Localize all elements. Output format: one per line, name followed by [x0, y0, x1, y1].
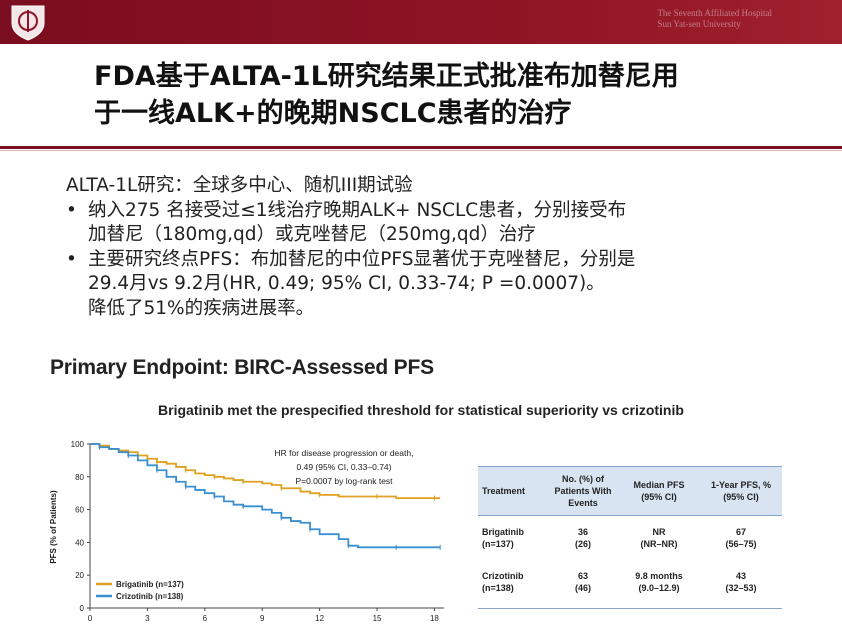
bullet-2-line-1: 主要研究终点PFS：布加替尼的中位PFS显著优于克唑替尼，分别是 — [88, 248, 636, 270]
x-tick-label: 9 — [260, 614, 265, 623]
legend-label-0: Brigatinib (n=137) — [116, 580, 184, 589]
row-events-count: 63 — [577, 571, 588, 581]
row-one-year-value: 43 — [735, 571, 746, 581]
slide-title-line-2: 于一线ALK+的晚期NSCLC患者的治疗 — [94, 98, 572, 129]
row-events-pct: (26) — [574, 539, 591, 549]
y-tick-label: 100 — [71, 440, 85, 449]
header-band: The Seventh Affiliated Hospital Sun Yat-… — [0, 0, 842, 44]
figure-heading: Primary Endpoint: BIRC-Assessed PFS — [50, 356, 434, 379]
slide-title: FDA基于ALTA-1L研究结果正式批准布加替尼用 于一线ALK+的晚期NSCL… — [94, 58, 834, 132]
x-tick-label: 12 — [315, 614, 324, 623]
header-one-year: 1-Year PFS, % (95% CI) — [702, 479, 780, 503]
y-axis-label: PFS (% of Patients) — [49, 490, 58, 564]
bullet-2-line-3: 降低了51%的疾病进展率。 — [88, 297, 315, 319]
header-events-line-2: Patients With — [554, 486, 612, 496]
bullet-marker: • — [66, 199, 77, 221]
row-one-year: 67 (56–75) — [702, 526, 780, 550]
row-one-year-value: 67 — [735, 527, 746, 537]
y-tick-label: 80 — [75, 473, 84, 482]
figure-caption: Brigatinib met the prespecified threshol… — [158, 402, 684, 418]
institution-name: The Seventh Affiliated Hospital Sun Yat-… — [657, 8, 772, 30]
row-treatment-name: Brigatinib — [482, 527, 524, 537]
row-events: 36 (26) — [550, 526, 616, 550]
hr-annotation-line-3: P=0.0007 by log-rank test — [295, 476, 393, 486]
hr-annotation-line-1: HR for disease progression or death, — [275, 448, 414, 458]
kaplan-meier-chart: 0 20 40 60 80 100 0 3 6 9 12 15 18 HR for disease pr… — [49, 440, 444, 623]
row-median: 9.8 months (9.0–12.9) — [624, 570, 694, 594]
header-median-line-2: (95% CI) — [641, 492, 677, 502]
row-median-value: NR — [652, 527, 666, 537]
row-events: 63 (46) — [550, 570, 616, 594]
legend-label-1: Crizotinib (n=138) — [116, 592, 184, 601]
header-events: No. (%) of Patients With Events — [550, 473, 616, 509]
bullet-1: • 纳入275 名接受过≤1线治疗晚期ALK+ NSCLC患者，分别接受布 — [66, 199, 826, 224]
row-median: NR (NR–NR) — [624, 526, 694, 550]
y-tick-label: 60 — [75, 506, 84, 515]
institution-line-2: Sun Yat-sen University — [657, 19, 741, 29]
header-median-line-1: Median PFS — [633, 480, 685, 490]
row-median-value: 9.8 months — [635, 571, 683, 581]
university-shield-icon — [11, 5, 45, 41]
series-line-1 — [90, 443, 441, 549]
chart-series — [90, 443, 441, 550]
institution-line-1: The Seventh Affiliated Hospital — [657, 8, 772, 18]
row-events-pct: (46) — [574, 583, 591, 593]
header-treatment: Treatment — [482, 486, 526, 496]
row-one-year-ci: (32–53) — [725, 583, 757, 593]
x-tick-label: 15 — [373, 614, 382, 623]
header-events-line-3: Events — [568, 498, 598, 508]
bullet-1-line-1: 纳入275 名接受过≤1线治疗晚期ALK+ NSCLC患者，分别接受布 — [88, 199, 627, 221]
header-one-year-line-1: 1-Year PFS, % — [710, 480, 772, 490]
header-events-line-1: No. (%) of — [562, 474, 604, 484]
slide-title-line-1: FDA基于ALTA-1L研究结果正式批准布加替尼用 — [94, 61, 679, 92]
row-treatment: Brigatinib (n=137) — [482, 526, 548, 550]
pfs-summary-table: Treatment No. (%) of Patients With Event… — [478, 466, 782, 609]
bullet-2-line-2: 29.4月vs 9.2月(HR, 0.49; 95% CI, 0.33-74; … — [88, 273, 605, 294]
row-median-ci: (9.0–12.9) — [638, 583, 680, 593]
row-treatment-n: (n=137) — [482, 539, 514, 549]
series-line-0 — [90, 443, 441, 500]
x-tick-label: 18 — [430, 614, 439, 623]
row-one-year: 43 (32–53) — [702, 570, 780, 594]
row-treatment: Crizotinib (n=138) — [482, 570, 548, 594]
table-row: Crizotinib (n=138) 63 (46) 9.8 months (9… — [478, 562, 782, 609]
y-tick-label: 20 — [75, 571, 84, 580]
bullet-1-line-2: 加替尼（180mg,qd）或克唑替尼（250mg,qd）治疗 — [88, 224, 536, 245]
table-row: Brigatinib (n=137) 36 (26) NR (NR–NR) 67… — [478, 516, 782, 562]
header-one-year-line-2: (95% CI) — [723, 492, 759, 502]
x-tick-label: 0 — [88, 614, 93, 623]
hr-annotation-line-2: 0.49 (95% CI, 0.33–0.74) — [297, 462, 392, 472]
y-tick-label: 0 — [80, 604, 85, 613]
header-median: Median PFS (95% CI) — [624, 479, 694, 503]
x-tick-label: 6 — [203, 614, 208, 623]
row-treatment-name: Crizotinib — [482, 571, 524, 581]
row-one-year-ci: (56–75) — [725, 539, 757, 549]
chart-axes: 0 20 40 60 80 100 0 3 6 9 12 15 18 — [71, 440, 444, 623]
slide-body: ALTA-1L研究：全球多中心、随机III期试验 • 纳入275 名接受过≤1线治… — [66, 174, 826, 321]
row-median-ci: (NR–NR) — [640, 539, 678, 549]
title-divider-thin — [0, 150, 842, 151]
y-tick-label: 40 — [75, 538, 84, 547]
row-events-count: 36 — [577, 527, 588, 537]
bullet-2: • 主要研究终点PFS：布加替尼的中位PFS显著优于克唑替尼，分别是 — [66, 248, 826, 273]
title-divider — [0, 146, 842, 149]
row-treatment-n: (n=138) — [482, 583, 514, 593]
intro-line: ALTA-1L研究：全球多中心、随机III期试验 — [66, 175, 413, 196]
bullet-marker: • — [66, 248, 77, 270]
table-header-row: Treatment No. (%) of Patients With Event… — [478, 466, 782, 516]
chart-legend: Brigatinib (n=137) Crizotinib (n=138) — [96, 580, 184, 601]
x-tick-label: 3 — [145, 614, 150, 623]
